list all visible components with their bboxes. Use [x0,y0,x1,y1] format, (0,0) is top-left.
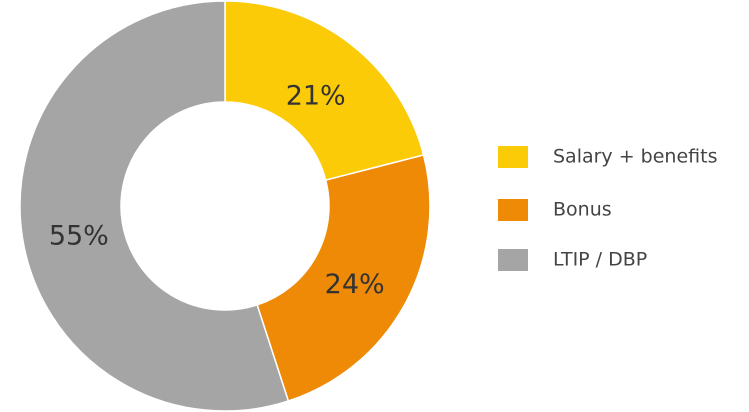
donut-slice [224,0,425,182]
value-label: 24% [325,269,385,300]
legend-label: LTIP / DBP [553,249,647,271]
legend-swatch [498,249,528,271]
donut-slice [256,154,431,402]
value-label: 55% [49,221,109,252]
value-label: 21% [286,81,346,112]
legend-label: Salary + benefits [553,146,717,168]
legend-swatch [498,146,528,168]
donut-slice [19,0,290,412]
legend-swatch [498,199,528,221]
legend-label: Bonus [553,199,612,221]
